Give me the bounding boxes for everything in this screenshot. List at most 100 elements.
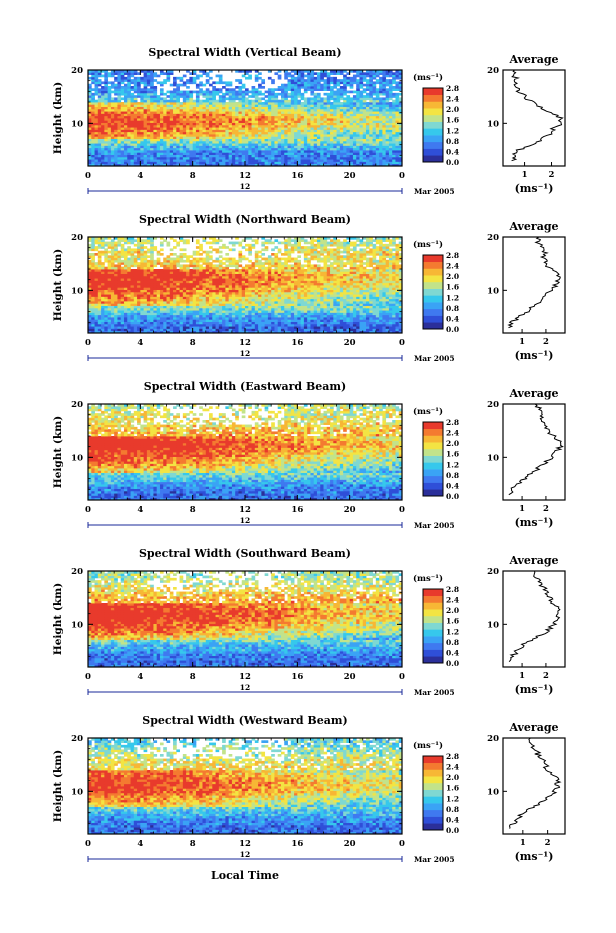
heatmap-cell (91, 81, 95, 84)
heatmap-cell (114, 102, 118, 105)
heatmap-cell (137, 157, 141, 160)
heatmap-cell (359, 91, 363, 94)
heatmap-cell (140, 129, 144, 132)
heatmap-cell (189, 120, 193, 123)
heatmap-cell (111, 120, 115, 123)
heatmap-cell (183, 97, 187, 100)
heatmap-cell (193, 129, 197, 132)
heatmap-cell (346, 152, 350, 155)
heatmap-cell (274, 88, 278, 91)
heatmap-cell (258, 328, 262, 331)
heatmap-cell (193, 72, 197, 75)
heatmap-cell (337, 109, 341, 112)
heatmap-cell (363, 118, 367, 121)
heatmap-cell (382, 134, 386, 137)
heatmap-cell (225, 157, 229, 160)
heatmap-cell (343, 152, 347, 155)
heatmap-cell (186, 91, 190, 94)
heatmap-cell (229, 150, 233, 153)
heatmap-cell (196, 102, 200, 105)
heatmap-cell (193, 141, 197, 144)
heatmap-cell (199, 150, 203, 153)
heatmap-cell (363, 109, 367, 112)
heatmap-cell (258, 77, 262, 80)
heatmap-cell (98, 136, 102, 139)
heatmap-cell (127, 319, 131, 322)
heatmap-cell (245, 77, 249, 80)
heatmap-cell (131, 312, 135, 315)
heatmap-cell (114, 72, 118, 75)
avg-title: Average (508, 53, 558, 66)
heatmap-cell (140, 145, 144, 148)
heatmap-cell (173, 308, 177, 311)
heatmap-cell (320, 113, 324, 116)
heatmap-cell (95, 118, 99, 121)
heatmap-cell (278, 100, 282, 103)
heatmap-cell (340, 317, 344, 320)
heatmap-cell (193, 102, 197, 105)
heatmap-cell (379, 113, 383, 116)
heatmap-cell (91, 136, 95, 139)
heatmap-cell (294, 308, 298, 311)
heatmap-cell (216, 102, 220, 105)
heatmap-cell (258, 141, 262, 144)
heatmap-cell (392, 86, 396, 89)
heatmap-cell (144, 81, 148, 84)
heatmap-cell (134, 319, 138, 322)
heatmap-cell (127, 102, 131, 105)
heatmap-cell (150, 324, 154, 327)
heatmap-cell (369, 102, 373, 105)
heatmap-cell (350, 134, 354, 137)
heatmap-cell (337, 118, 341, 121)
heatmap-cell (346, 125, 350, 128)
heatmap-cell (232, 324, 236, 327)
heatmap-cell (382, 161, 386, 164)
heatmap-cell (314, 113, 318, 116)
heatmap-cell (301, 125, 305, 128)
heatmap-cell (343, 308, 347, 311)
heatmap-cell (140, 120, 144, 123)
colorbar-swatch (423, 155, 443, 162)
heatmap-cell (258, 152, 262, 155)
heatmap-cell (206, 312, 210, 315)
heatmap-cell (359, 81, 363, 84)
heatmap-cell (134, 317, 138, 320)
heatmap-cell (242, 118, 246, 121)
heatmap-cell (271, 136, 275, 139)
heatmap-cell (353, 161, 357, 164)
heatmap-cell (176, 317, 180, 320)
heatmap-cell (235, 102, 239, 105)
heatmap-cell (258, 118, 262, 121)
heatmap-cell (395, 312, 399, 315)
heatmap-cell (258, 157, 262, 160)
heatmap-cell (356, 86, 360, 89)
heatmap-cell (252, 312, 256, 315)
heatmap-cell (160, 141, 164, 144)
heatmap-cell (150, 125, 154, 128)
heatmap-cell (343, 86, 347, 89)
heatmap-cell (117, 312, 121, 315)
heatmap-cell (98, 150, 102, 153)
heatmap-cell (310, 328, 314, 331)
heatmap-cell (307, 312, 311, 315)
heatmap-cell (310, 134, 314, 137)
heatmap-cell (382, 141, 386, 144)
heatmap-cell (167, 161, 171, 164)
heatmap-cell (301, 328, 305, 331)
heatmap-cell (392, 77, 396, 80)
heatmap-cell (111, 136, 115, 139)
heatmap-cell (186, 324, 190, 327)
heatmap-cell (127, 152, 131, 155)
heatmap-cell (117, 120, 121, 123)
heatmap-cell (117, 77, 121, 80)
heatmap-cell (202, 118, 206, 121)
heatmap-cell (202, 152, 206, 155)
heatmap-cell (222, 109, 226, 112)
heatmap-cell (301, 97, 305, 100)
heatmap-cell (395, 104, 399, 107)
heatmap-cell (373, 317, 377, 320)
heatmap-cell (281, 312, 285, 315)
heatmap-cell (376, 150, 380, 153)
heatmap-cell (216, 129, 220, 132)
heatmap-cell (258, 86, 262, 89)
